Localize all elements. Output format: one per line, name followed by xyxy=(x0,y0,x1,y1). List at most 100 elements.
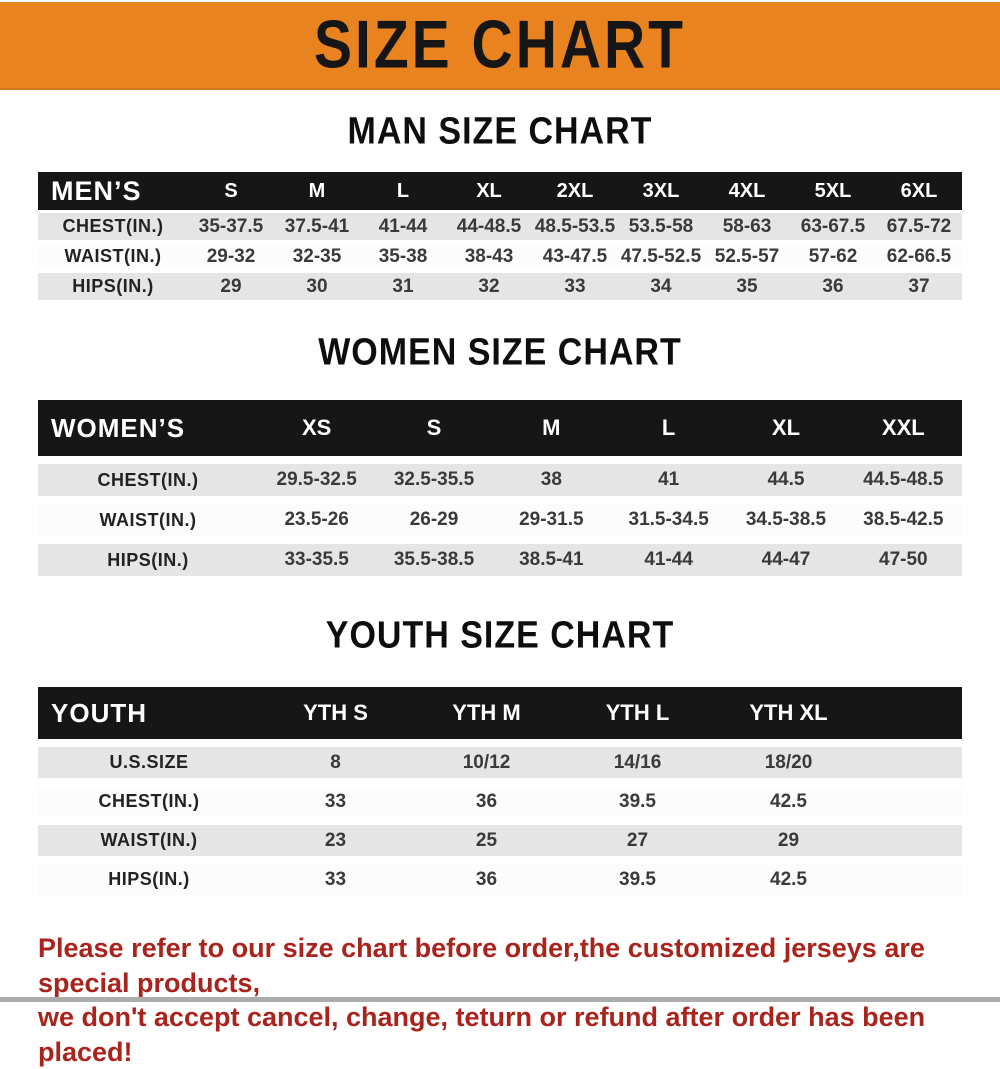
measurement-value-cell: 32.5-35.5 xyxy=(375,464,493,496)
table-row: WAIST(IN.) 29-32 32-35 35-38 38-43 43-47.5 47.… xyxy=(38,243,962,270)
table-title-cell: MEN’S xyxy=(38,172,188,210)
size-column-header: M xyxy=(274,172,360,210)
size-column-header: 6XL xyxy=(876,172,962,210)
measurement-value-cell: 58-63 xyxy=(704,213,790,240)
size-column-header: YTH XL xyxy=(713,687,864,739)
measurement-value-cell: 8 xyxy=(260,747,411,778)
measurement-value-cell: 62-66.5 xyxy=(876,243,962,270)
table-row: HIPS(IN.) 33-35.5 35.5-38.5 38.5-41 41-44 44-… xyxy=(38,544,962,576)
women-size-table: WOMEN’S XS S M L XL XXL CHEST(IN.) 29.5-32.5 32.… xyxy=(38,392,962,584)
size-column-header: XL xyxy=(727,400,845,456)
size-column-header: 2XL xyxy=(532,172,618,210)
women-size-chart-heading: WOMEN SIZE CHART xyxy=(318,330,682,374)
measurement-value-cell: 52.5-57 xyxy=(704,243,790,270)
table-title-cell: WOMEN’S xyxy=(38,400,258,456)
table-row: U.S.SIZE 8 10/12 14/16 18/20 xyxy=(38,747,962,778)
spacer-cell xyxy=(864,786,962,817)
measurement-value-cell: 33 xyxy=(532,273,618,300)
measurement-value-cell: 33-35.5 xyxy=(258,544,376,576)
banner: SIZE CHART xyxy=(0,2,1000,90)
measurement-value-cell: 26-29 xyxy=(375,504,493,536)
men-size-chart-heading: MAN SIZE CHART xyxy=(347,109,653,153)
footer-note-line2: we don't accept cancel, change, teturn o… xyxy=(38,1002,926,1067)
youth-size-chart-heading: YOUTH SIZE CHART xyxy=(325,613,675,657)
content: MAN SIZE CHART MEN’S S M L XL 2XL 3XL 4XL 5XL 6XL… xyxy=(0,109,1000,903)
measurement-value-cell: 10/12 xyxy=(411,747,562,778)
measurement-value-cell: 35 xyxy=(704,273,790,300)
table-row: CHEST(IN.) 35-37.5 37.5-41 41-44 44-48.5 48.5… xyxy=(38,213,962,240)
measurement-value-cell: 37.5-41 xyxy=(274,213,360,240)
measurement-value-cell: 38.5-42.5 xyxy=(844,504,962,536)
size-column-header: L xyxy=(609,400,728,456)
page-title: SIZE CHART xyxy=(314,7,686,83)
size-column-header: YTH L xyxy=(562,687,713,739)
measurement-value-cell: 39.5 xyxy=(562,864,713,895)
measurement-label-cell: HIPS(IN.) xyxy=(38,544,258,576)
measurement-value-cell: 47.5-52.5 xyxy=(618,243,704,270)
measurement-value-cell: 42.5 xyxy=(713,864,864,895)
measurement-value-cell: 36 xyxy=(790,273,876,300)
measurement-label-cell: WAIST(IN.) xyxy=(38,504,258,536)
measurement-value-cell: 36 xyxy=(411,786,562,817)
measurement-label-cell: CHEST(IN.) xyxy=(38,464,258,496)
measurement-value-cell: 39.5 xyxy=(562,786,713,817)
measurement-value-cell: 35.5-38.5 xyxy=(375,544,493,576)
measurement-value-cell: 23 xyxy=(260,825,411,856)
measurement-value-cell: 14/16 xyxy=(562,747,713,778)
table-row: CHEST(IN.) 29.5-32.5 32.5-35.5 38 41 44.5 44.5… xyxy=(38,464,962,496)
size-column-header: YTH M xyxy=(411,687,562,739)
measurement-value-cell: 44.5 xyxy=(727,464,845,496)
measurement-value-cell: 32 xyxy=(446,273,532,300)
measurement-label-cell: U.S.SIZE xyxy=(38,747,260,778)
measurement-value-cell: 57-62 xyxy=(790,243,876,270)
measurement-value-cell: 27 xyxy=(562,825,713,856)
measurement-value-cell: 34.5-38.5 xyxy=(727,504,845,536)
size-column-header: YTH S xyxy=(260,687,411,739)
table-title-cell: YOUTH xyxy=(38,687,260,739)
size-column-header: S xyxy=(188,172,274,210)
table-row: HIPS(IN.) 33 36 39.5 42.5 xyxy=(38,864,962,895)
men-size-table: MEN’S S M L XL 2XL 3XL 4XL 5XL 6XL CHEST(IN.) 35-3… xyxy=(38,169,962,303)
measurement-value-cell: 44.5-48.5 xyxy=(844,464,962,496)
size-column-header: 5XL xyxy=(790,172,876,210)
measurement-value-cell: 18/20 xyxy=(713,747,864,778)
measurement-value-cell: 63-67.5 xyxy=(790,213,876,240)
measurement-value-cell: 29 xyxy=(188,273,274,300)
measurement-value-cell: 32-35 xyxy=(274,243,360,270)
spacer-cell xyxy=(864,825,962,856)
measurement-value-cell: 43-47.5 xyxy=(532,243,618,270)
measurement-value-cell: 38.5-41 xyxy=(492,544,610,576)
measurement-value-cell: 33 xyxy=(260,786,411,817)
measurement-value-cell: 47-50 xyxy=(844,544,962,576)
size-column-header: XL xyxy=(446,172,532,210)
table-row: HIPS(IN.) 29 30 31 32 33 34 35 36 37 xyxy=(38,273,962,300)
measurement-label-cell: HIPS(IN.) xyxy=(38,864,260,895)
measurement-value-cell: 34 xyxy=(618,273,704,300)
measurement-value-cell: 33 xyxy=(260,864,411,895)
measurement-value-cell: 42.5 xyxy=(713,786,864,817)
measurement-value-cell: 44-47 xyxy=(727,544,845,576)
size-column-header: XXL xyxy=(844,400,962,456)
spacer-cell xyxy=(864,864,962,895)
measurement-value-cell: 41-44 xyxy=(609,544,728,576)
table-header-row: MEN’S S M L XL 2XL 3XL 4XL 5XL 6XL xyxy=(38,172,962,210)
size-column-header: S xyxy=(375,400,493,456)
measurement-value-cell: 29 xyxy=(713,825,864,856)
spacer-cell xyxy=(864,747,962,778)
table-header-row: WOMEN’S XS S M L XL XXL xyxy=(38,400,962,456)
measurement-value-cell: 41-44 xyxy=(360,213,446,240)
measurement-label-cell: CHEST(IN.) xyxy=(38,786,260,817)
size-column-header: M xyxy=(492,400,610,456)
measurement-value-cell: 25 xyxy=(411,825,562,856)
size-column-header: XS xyxy=(258,400,376,456)
size-column-header: 3XL xyxy=(618,172,704,210)
footer-note-line1: Please refer to our size chart before or… xyxy=(38,933,925,998)
measurement-label-cell: WAIST(IN.) xyxy=(38,243,188,270)
measurement-label-cell: HIPS(IN.) xyxy=(38,273,188,300)
measurement-label-cell: CHEST(IN.) xyxy=(38,213,188,240)
table-header-row: YOUTH YTH S YTH M YTH L YTH XL xyxy=(38,687,962,739)
measurement-label-cell: WAIST(IN.) xyxy=(38,825,260,856)
measurement-value-cell: 53.5-58 xyxy=(618,213,704,240)
table-row: WAIST(IN.) 23 25 27 29 xyxy=(38,825,962,856)
